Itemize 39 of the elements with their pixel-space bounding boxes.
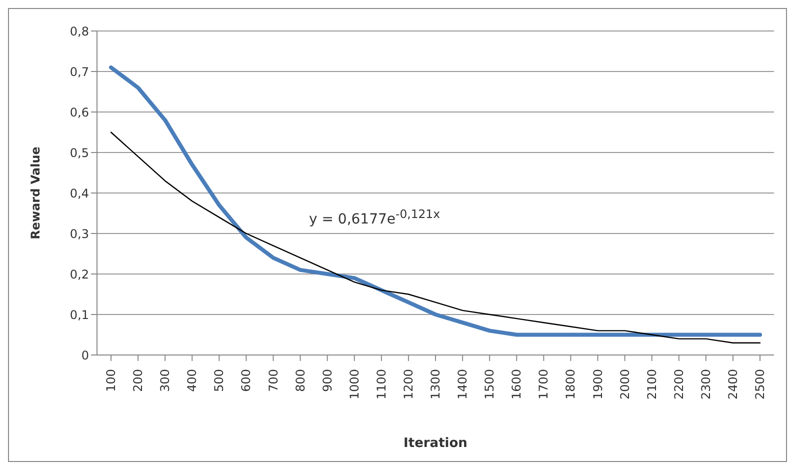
x-tick-label: 1700 [536,369,551,400]
x-tick-label: 2100 [644,369,659,400]
x-tick-label: 2000 [618,369,632,400]
x-tick-label: 2300 [698,369,713,400]
x-tick-label: 100 [104,369,118,392]
x-tick-label: 700 [266,369,280,392]
y-tick-label: 0,3 [70,226,89,241]
x-tick-label: 300 [158,369,172,392]
y-tick-label: 0,4 [70,186,89,200]
x-tick-label: 200 [131,369,146,392]
x-tick-label: 1200 [401,369,416,400]
y-tick-label: 0 [81,348,89,362]
y-tick-label: 0,6 [70,105,89,120]
x-tick-label: 1100 [374,369,388,400]
x-tick-label: 2200 [672,369,686,400]
x-tick-label: 1000 [347,369,362,400]
x-tick-label: 900 [320,369,334,392]
x-tick-label: 1900 [590,369,605,400]
y-tick-label: 0,7 [70,64,89,79]
y-tick-label: 0,2 [70,267,89,282]
y-axis-title: Reward Value [28,146,42,240]
x-tick-label: 2500 [753,369,767,400]
y-tick-label: 0,5 [70,146,89,160]
x-tick-label: 1600 [510,369,524,400]
x-tick-label: 2400 [726,369,740,400]
x-axis-title: Iteration [404,436,468,451]
line-series [109,65,762,337]
x-tick-label: 1800 [564,369,578,400]
x-tick-label: 500 [212,369,226,392]
x-tick-label: 1300 [428,369,442,400]
y-tick-label: 0,8 [70,24,89,38]
x-tick-label: 600 [239,369,254,392]
annotation: y = 0,6177e$^{-0,121x}$ [309,207,440,228]
x-tick-label: 800 [293,369,308,392]
line-series [110,132,761,344]
y-tick-label: 0,1 [70,308,89,322]
x-tick-label: 1500 [482,369,497,400]
x-tick-label: 1400 [456,369,470,400]
x-tick-label: 400 [185,369,200,392]
